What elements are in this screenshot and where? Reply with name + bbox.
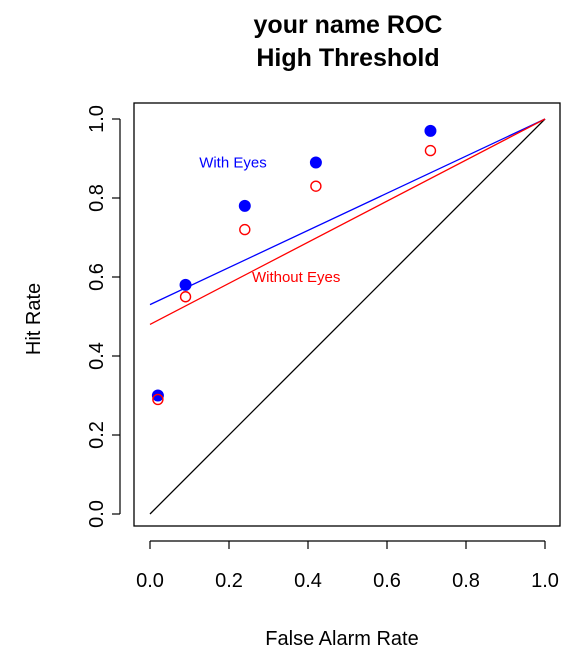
x-tick-label: 1.0: [531, 570, 559, 592]
data-point-series-2: [310, 180, 322, 192]
y-axis: 0.0 0.2 0.4 0.6 0.8 1.0: [86, 105, 121, 528]
y-axis-title: Hit Rate: [23, 283, 45, 355]
x-tick-label: 0.8: [452, 570, 480, 592]
x-tick-label: 0.0: [136, 570, 164, 592]
y-tick-label: 1.0: [86, 105, 108, 133]
plot-frame: [133, 102, 561, 527]
chart-title-line-2: High Threshold: [256, 44, 439, 72]
data-point-series-2: [179, 291, 192, 303]
data-point-series-1: [179, 278, 192, 291]
y-tick-label: 0.6: [86, 263, 108, 291]
x-tick-label: 0.6: [373, 570, 401, 592]
x-tick-label: 0.4: [294, 570, 322, 592]
x-tick-label: 0.2: [215, 570, 243, 592]
fit-line-series-2: [149, 118, 546, 325]
y-tick-label: 0.4: [86, 342, 108, 370]
y-tick-label: 0.2: [86, 421, 108, 449]
data-point-series-1: [309, 156, 322, 169]
data-point-series-2: [239, 223, 251, 236]
series-annotation-label: With Eyes: [199, 154, 267, 171]
series-annotation-label: Without Eyes: [252, 269, 340, 286]
x-axis-title: False Alarm Rate: [265, 628, 418, 650]
y-tick-label: 0.8: [86, 184, 108, 212]
fit-line-series-1: [149, 118, 546, 306]
series-annotations: With Eyes Without Eyes: [199, 154, 340, 286]
data-point-series-1: [424, 124, 437, 137]
data-point-series-1: [151, 389, 164, 402]
y-tick-label: 0.0: [86, 500, 108, 528]
data-point-series-2: [424, 144, 437, 157]
x-axis: 0.0 0.2 0.4 0.6 0.8 1.0: [136, 540, 559, 592]
chance-diagonal-line: [149, 118, 546, 515]
chart-lines: [149, 118, 546, 515]
data-point-series-1: [238, 199, 251, 212]
data-point-series-2: [152, 393, 164, 406]
data-points: [151, 124, 437, 406]
chart-title-line-1: your name ROC: [254, 11, 443, 39]
